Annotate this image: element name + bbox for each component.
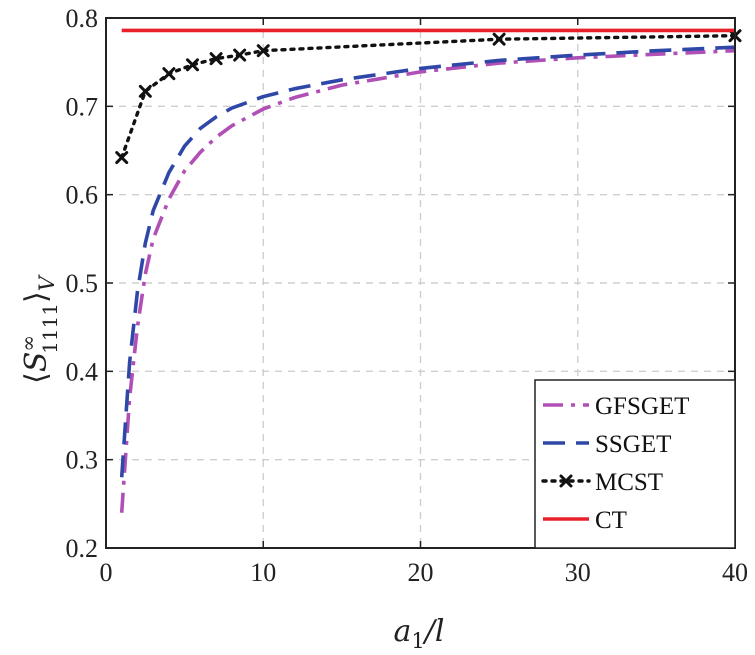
series-point-mcst — [115, 151, 129, 165]
x-axis-title: a1/l — [394, 614, 445, 653]
legend: GFSGET SSGET MCST CT — [534, 379, 736, 549]
y-tick-label: 0.7 — [66, 92, 99, 121]
legend-label-gfsget: GFSGET — [595, 393, 689, 420]
x-tick-label: 0 — [100, 558, 113, 587]
x-tick-label: 40 — [722, 558, 748, 587]
series-point-mcst — [492, 32, 506, 46]
legend-label-ssget: SSGET — [595, 431, 671, 458]
series-point-mcst — [138, 84, 152, 98]
x-tick-label: 10 — [250, 558, 276, 587]
y-axis-title-open: ⟨ — [19, 372, 54, 384]
y-tick-label: 0.8 — [66, 4, 99, 33]
y-axis-title: ⟨S∞1111⟩V — [16, 274, 62, 384]
grid-lines — [106, 18, 735, 548]
legend-label-mcst: MCST — [595, 469, 663, 496]
y-tick-label: 0.3 — [66, 446, 99, 475]
series-layer — [115, 28, 742, 513]
series-line-gfsget — [119, 48, 736, 513]
y-axis-title-superscript: ∞ — [16, 335, 40, 352]
y-axis-title-close: ⟩ — [19, 291, 54, 303]
y-axis-title-tail: V — [35, 274, 59, 291]
series-point-mcst — [233, 48, 247, 62]
y-axis-title-base: S — [19, 352, 54, 373]
y-tick-label: 0.5 — [66, 269, 99, 298]
y-tick-label: 0.6 — [66, 181, 99, 210]
axis-ticks: 0 10 20 30 40 0.2 0.3 0.4 0.5 0.6 0.7 0.8 — [66, 4, 749, 587]
series-point-mcst — [162, 67, 176, 81]
y-axis-title-subscript: 1111 — [38, 303, 62, 354]
x-tick-label: 20 — [408, 558, 434, 587]
x-tick-label: 30 — [565, 558, 591, 587]
legend-label-ct: CT — [595, 507, 627, 534]
x-axis-title-base: a — [394, 614, 412, 649]
series-line-mcst — [120, 34, 737, 160]
x-axis-title-rest: /l — [422, 614, 445, 649]
series-point-mcst — [256, 44, 270, 58]
y-tick-label: 0.4 — [66, 357, 99, 386]
series-point-mcst — [185, 58, 199, 72]
legend-marker-mcst — [559, 474, 573, 488]
series-point-mcst — [209, 52, 223, 66]
y-tick-label: 0.2 — [66, 534, 99, 563]
x-axis-title-subscript: 1 — [411, 629, 424, 653]
